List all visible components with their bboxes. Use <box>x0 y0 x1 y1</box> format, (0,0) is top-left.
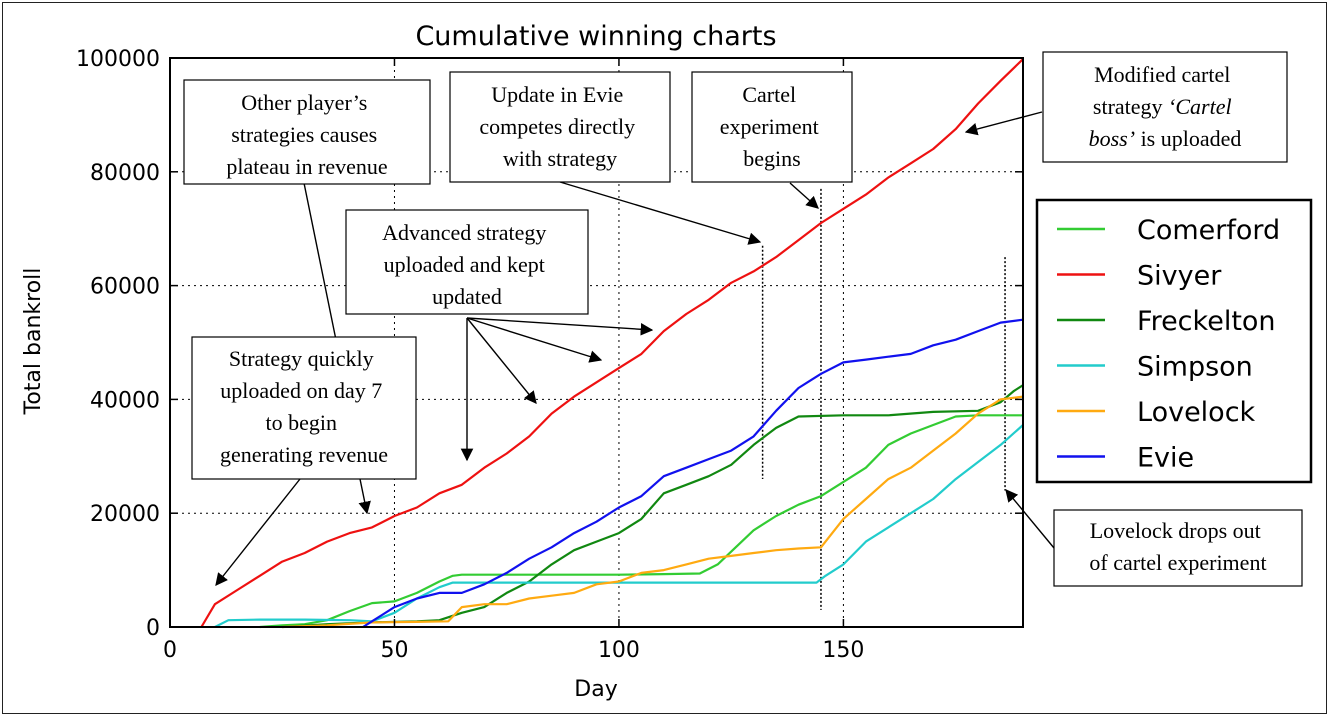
svg-text:Lovelock drops out of ca: Lovelock drops out of cartel experiment <box>1089 518 1266 575</box>
x-axis-label: Day <box>574 677 617 702</box>
annotation-plateau: Other player’s strategies causes plateau… <box>183 79 431 185</box>
series-line-sivyer <box>200 58 1024 628</box>
annotation-arrow <box>466 317 654 336</box>
legend: Comerford Sivyer Freckelton Simpson Lovelock… <box>1035 198 1313 484</box>
series-line-lovelock <box>282 395 1024 629</box>
annotation-arrow <box>215 478 301 586</box>
legend-label-evie: Evie <box>1137 443 1194 474</box>
y-tick-label: 40000 <box>90 388 160 413</box>
y-tick-label: 100000 <box>76 47 160 72</box>
y-tick-label: 80000 <box>90 161 160 186</box>
annotation-evie-update: Update in Evie competes directly with st… <box>449 71 671 183</box>
legend-label-simpson: Simpson <box>1137 352 1253 383</box>
annotation-arrow <box>466 317 603 363</box>
svg-text:Cartel experiment: Cartel experiment begins <box>720 82 824 171</box>
y-tick-label: 60000 <box>90 275 160 300</box>
legend-label-comerford: Comerford <box>1137 215 1280 246</box>
annotation-arrow <box>1005 489 1055 549</box>
annotation-lovelock-drops: Lovelock drops out of cartel experiment <box>1053 509 1303 587</box>
series-line-evie <box>362 318 1024 628</box>
axis-ticks: 0 50 100 150 0 20000 40000 60000 80000 100000 <box>76 47 1023 663</box>
annotation-cartel-boss: Modified cartel strategy ‘Cartel boss’ i… <box>1042 51 1288 163</box>
x-tick-label: 0 <box>163 638 177 663</box>
annotation-arrow <box>559 181 762 245</box>
x-tick-label: 100 <box>598 638 640 663</box>
svg-text:Strategy quickly uploade: Strategy quickly uploaded on day 7 to be… <box>220 346 388 467</box>
annotation-arrows <box>215 111 1055 586</box>
series-lines <box>200 58 1024 629</box>
annotation-advanced-strategy: Advanced strategy uploaded and kept upda… <box>345 209 589 315</box>
annotation-arrow <box>789 182 819 209</box>
x-tick-label: 150 <box>822 638 864 663</box>
vertical-markers <box>761 188 1006 610</box>
series-line-freckelton <box>282 384 1024 629</box>
annotation-arrow <box>466 317 537 404</box>
plot-area-border <box>169 57 1024 628</box>
legend-label-lovelock: Lovelock <box>1137 397 1256 428</box>
y-tick-label: 20000 <box>90 502 160 527</box>
annotation-arrow <box>358 478 371 515</box>
chart-title: Cumulative winning charts <box>415 21 776 52</box>
annotation-strategy-day7: Strategy quickly uploaded on day 7 to be… <box>191 336 417 480</box>
y-tick-label: 0 <box>146 616 160 641</box>
svg-text:Update in Evie competes: Update in Evie competes directly with st… <box>479 82 640 171</box>
annotation-arrow <box>303 182 337 341</box>
svg-text:Advanced strategy upload: Advanced strategy uploaded and kept upda… <box>382 220 552 309</box>
annotation-arrow <box>964 111 1043 136</box>
legend-label-sivyer: Sivyer <box>1137 261 1222 292</box>
annotation-cartel-begins: Cartel experiment begins <box>691 71 853 183</box>
series-line-simpson <box>214 424 1024 628</box>
svg-text:Modified cartel strategy: Modified cartel strategy ‘Cartel boss’ i… <box>1089 62 1242 151</box>
x-tick-label: 50 <box>380 638 408 663</box>
svg-text:Other player’s strategie: Other player’s strategies causes plateau… <box>226 90 387 179</box>
series-line-comerford <box>259 414 1023 629</box>
y-axis-label: Total bankroll <box>21 268 46 416</box>
legend-label-freckelton: Freckelton <box>1137 306 1276 337</box>
